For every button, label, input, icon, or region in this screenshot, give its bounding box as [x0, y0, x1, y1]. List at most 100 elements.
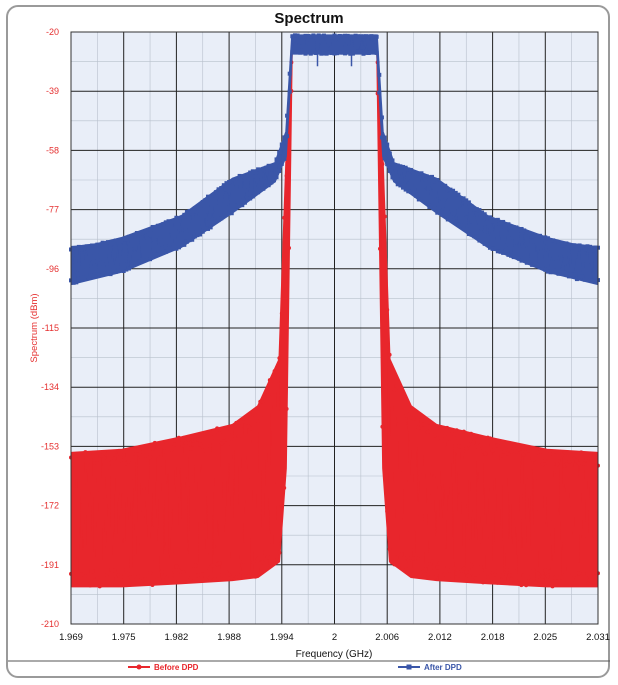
before-dpd-marker — [466, 442, 471, 447]
after-dpd-marker — [422, 173, 427, 178]
after-dpd-marker — [148, 227, 153, 232]
before-dpd-marker — [593, 574, 598, 579]
before-dpd-marker — [548, 451, 553, 456]
before-dpd-marker — [401, 555, 406, 560]
after-dpd-marker — [97, 243, 102, 248]
after-dpd-marker — [195, 205, 200, 210]
after-dpd-marker — [458, 196, 463, 201]
before-dpd-marker — [246, 424, 251, 429]
after-dpd-marker — [456, 222, 461, 227]
before-dpd-marker — [406, 412, 411, 417]
after-dpd-marker — [516, 256, 521, 261]
before-dpd-marker — [440, 434, 445, 439]
before-dpd-marker — [555, 462, 560, 467]
series-after-dpd — [69, 33, 600, 286]
after-dpd-marker — [340, 34, 345, 39]
before-dpd-marker — [167, 453, 172, 458]
x-tick-label: 2.018 — [481, 632, 505, 643]
before-dpd-marker — [160, 441, 165, 446]
before-dpd-marker — [90, 569, 95, 574]
after-dpd-marker — [329, 50, 334, 55]
after-dpd-marker — [240, 174, 245, 179]
after-dpd-marker — [443, 183, 448, 188]
after-dpd-marker — [224, 211, 229, 216]
before-dpd-marker — [540, 574, 545, 579]
before-dpd-marker — [239, 424, 244, 429]
before-dpd-marker — [95, 461, 100, 466]
after-dpd-marker — [432, 179, 437, 184]
after-dpd-marker — [369, 34, 374, 39]
legend-marker — [136, 664, 142, 670]
after-dpd-marker — [432, 206, 437, 211]
after-dpd-marker — [327, 50, 332, 55]
before-dpd-marker — [160, 569, 165, 574]
before-dpd-marker — [167, 577, 172, 582]
after-dpd-marker — [248, 196, 253, 201]
after-dpd-marker — [134, 261, 139, 266]
before-dpd-marker — [574, 576, 579, 581]
after-dpd-marker — [311, 49, 316, 54]
after-dpd-marker — [543, 267, 548, 272]
legend-label: Before DPD — [154, 663, 199, 672]
y-tick-label: -20 — [46, 27, 59, 37]
after-dpd-marker — [437, 209, 442, 214]
after-dpd-marker — [208, 195, 213, 200]
before-dpd-marker — [564, 581, 569, 586]
after-dpd-marker — [227, 180, 232, 185]
before-dpd-marker — [394, 555, 399, 560]
after-dpd-marker — [221, 213, 226, 218]
after-dpd-marker — [253, 170, 258, 175]
after-dpd-marker — [308, 34, 313, 39]
before-dpd-marker — [442, 572, 447, 577]
after-dpd-marker — [232, 207, 237, 212]
after-dpd-marker — [269, 164, 274, 169]
before-dpd-marker — [263, 550, 268, 555]
before-dpd-marker — [397, 563, 402, 568]
before-dpd-marker — [536, 571, 541, 576]
before-dpd-marker — [229, 436, 234, 441]
before-dpd-marker — [392, 387, 397, 392]
after-dpd-marker — [485, 242, 490, 247]
before-dpd-marker — [203, 577, 208, 582]
after-dpd-marker — [469, 232, 474, 237]
after-dpd-marker — [337, 33, 342, 38]
after-dpd-marker — [361, 34, 366, 39]
after-dpd-marker — [540, 266, 545, 271]
after-dpd-marker — [480, 238, 485, 242]
after-dpd-marker — [155, 223, 160, 228]
before-dpd-marker — [227, 430, 232, 435]
after-dpd-marker — [116, 268, 121, 273]
before-dpd-marker — [538, 577, 543, 582]
plot-border — [70, 31, 599, 625]
before-dpd-marker — [509, 577, 514, 582]
before-dpd-marker — [73, 457, 78, 462]
after-dpd-marker — [374, 50, 379, 55]
after-dpd-marker — [564, 271, 569, 276]
after-dpd-marker — [366, 34, 371, 39]
before-dpd-marker — [433, 433, 438, 438]
before-dpd-marker — [464, 570, 469, 575]
before-dpd-marker — [545, 460, 550, 465]
after-dpd-marker — [129, 261, 134, 266]
after-dpd-marker — [126, 234, 131, 239]
before-dpd-marker — [531, 568, 536, 573]
before-dpd-marker — [495, 443, 500, 448]
after-dpd-marker — [266, 183, 271, 188]
after-dpd-marker — [232, 177, 237, 182]
after-dpd-marker — [427, 176, 432, 181]
before-dpd-marker — [138, 574, 143, 579]
after-dpd-marker — [527, 260, 532, 265]
before-dpd-marker — [80, 459, 85, 464]
before-dpd-marker — [162, 449, 167, 454]
x-tick-label: 2.031 — [586, 632, 610, 643]
after-dpd-marker — [237, 203, 242, 208]
after-dpd-marker — [76, 244, 81, 249]
after-dpd-marker — [472, 207, 477, 212]
y-tick-label: -134 — [41, 382, 59, 392]
after-dpd-marker — [335, 34, 340, 39]
before-dpd-marker — [119, 574, 124, 579]
before-dpd-marker — [236, 563, 241, 568]
after-dpd-marker — [369, 50, 374, 55]
after-dpd-marker — [514, 253, 519, 258]
before-dpd-marker — [416, 425, 421, 430]
